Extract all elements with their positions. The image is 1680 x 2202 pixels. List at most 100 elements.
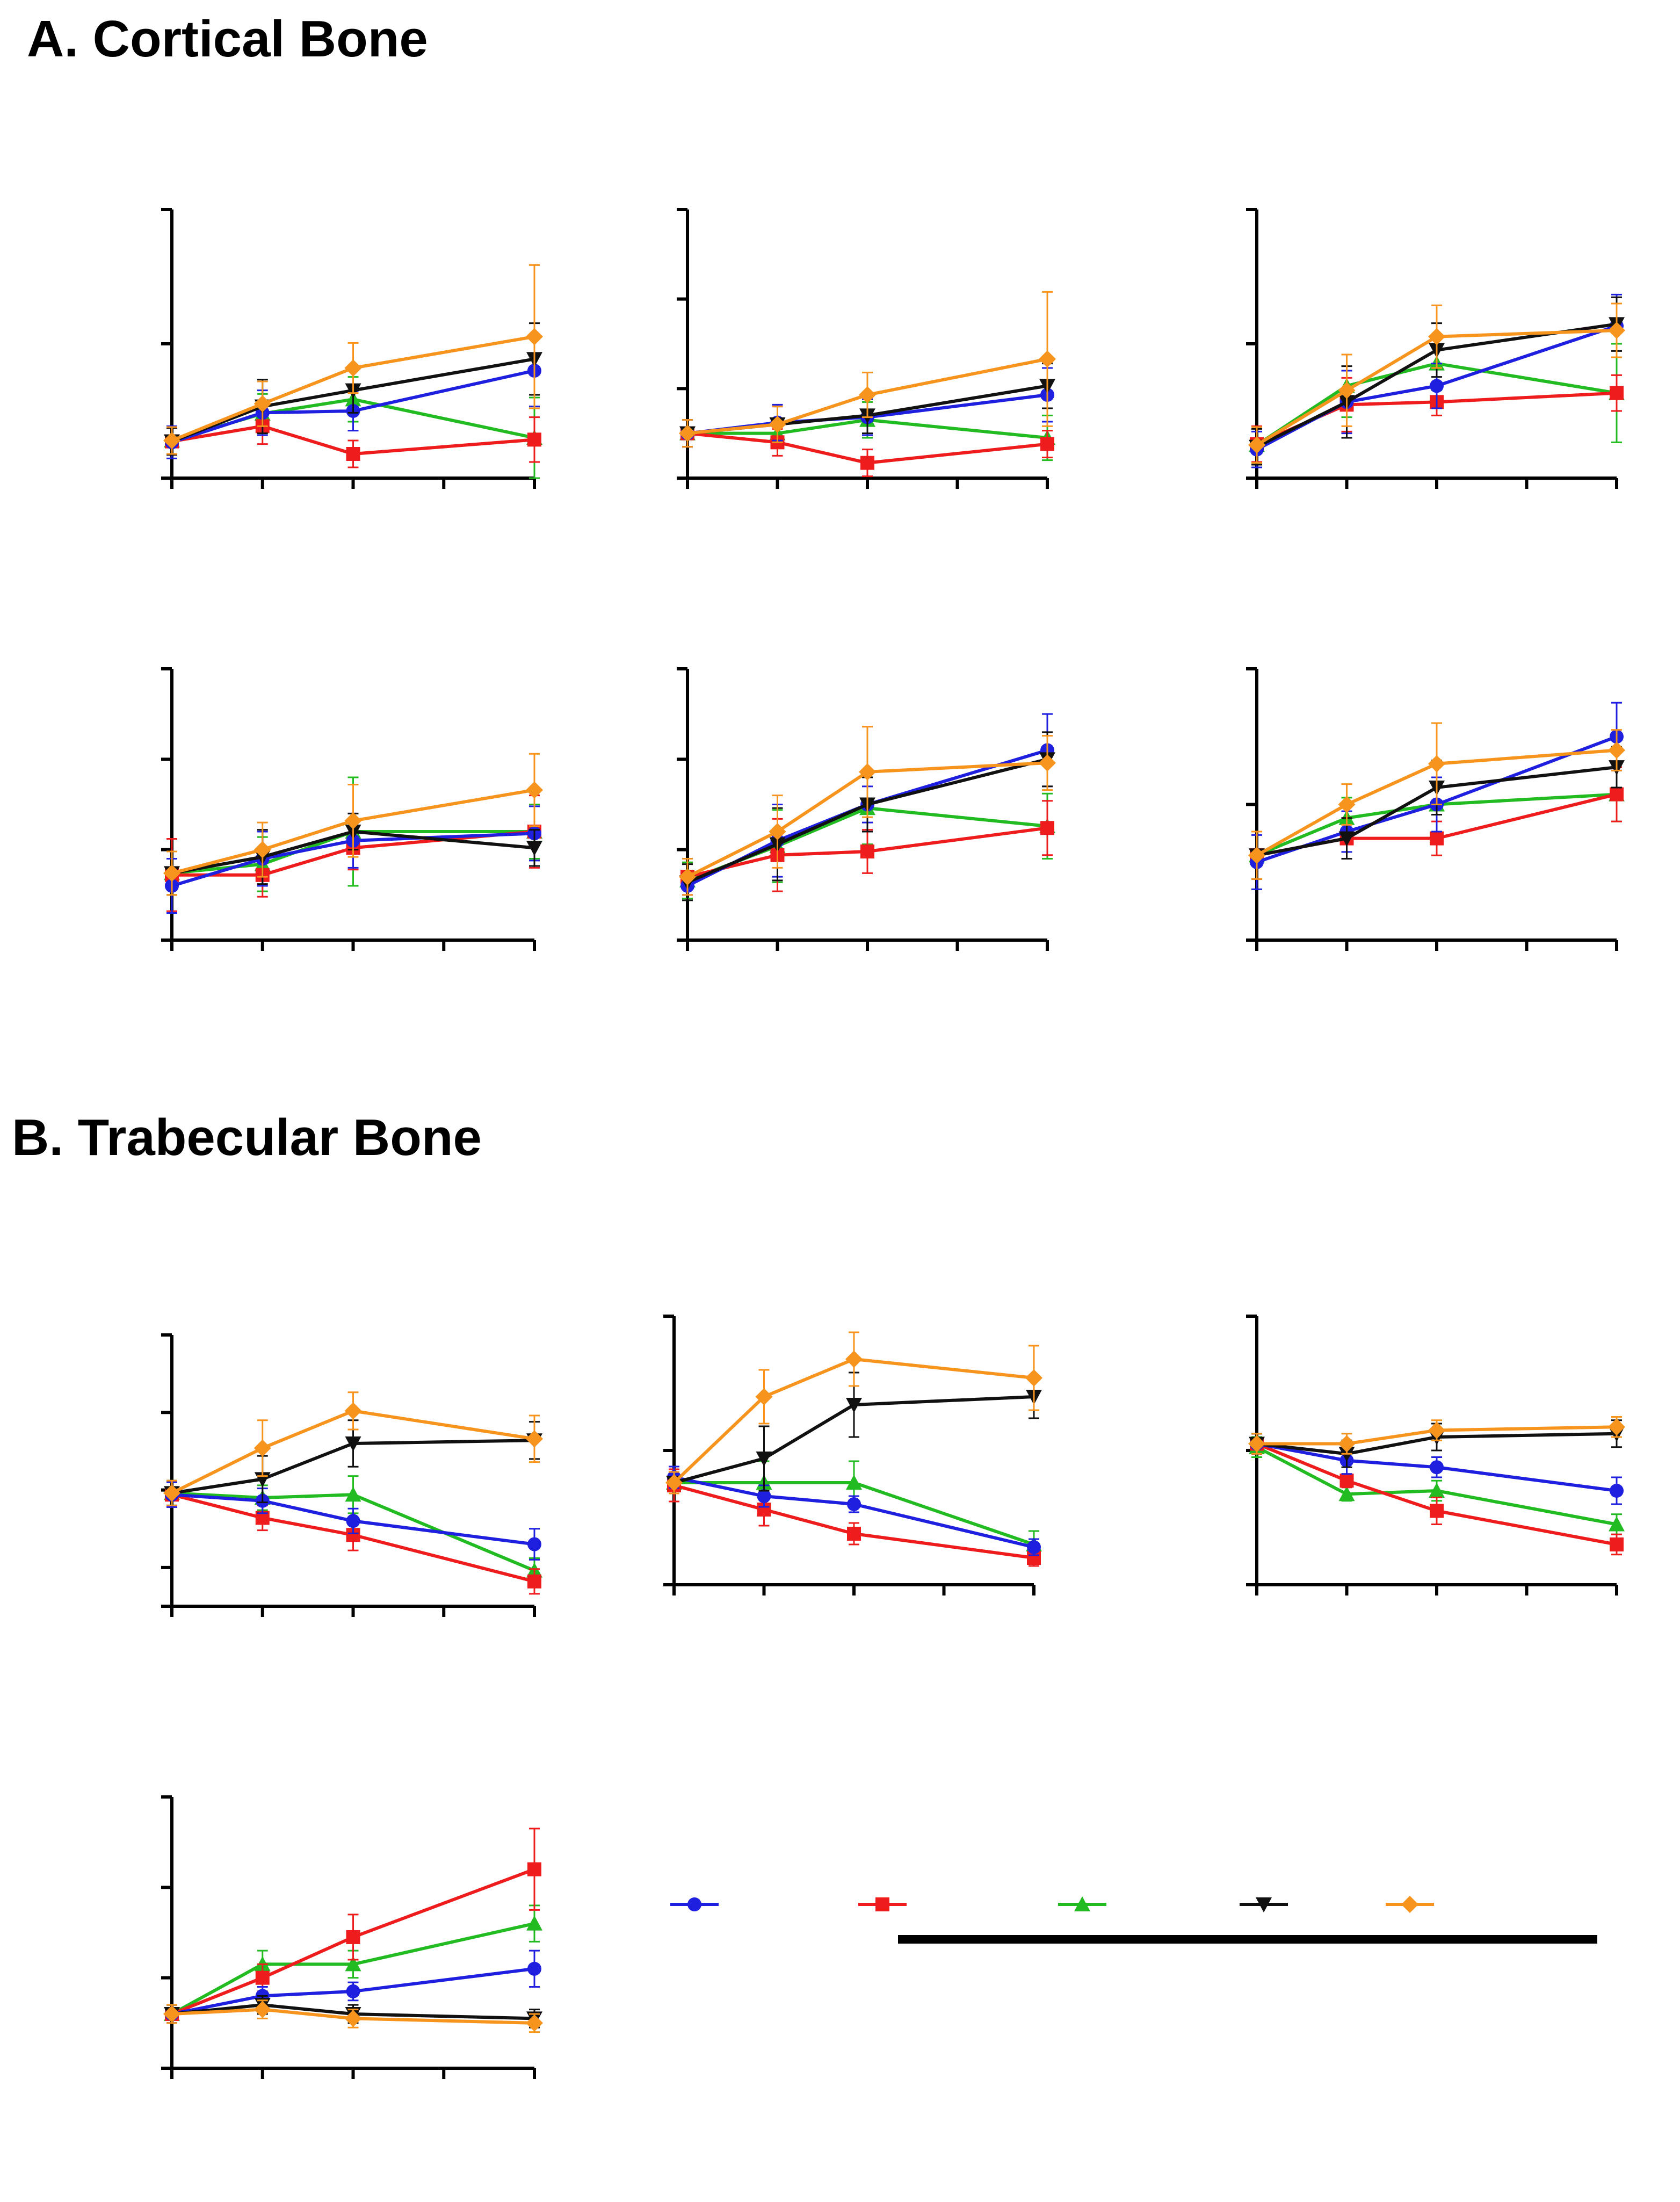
data-point [1338,381,1356,399]
series-as [1249,1436,1625,1535]
data-point [846,1475,862,1490]
data-point [859,386,876,403]
data-point [254,841,271,858]
data-point [665,1474,683,1491]
data-point [527,1537,541,1551]
series-line [674,1481,1034,1546]
series-as-al [163,1391,543,1506]
series-as-al [163,1999,543,2033]
series-line [674,1395,1034,1484]
legend-item-al [1240,1897,1288,1912]
chart-moi-areal [161,667,543,951]
series-as-al [163,264,543,455]
series-as-al [1248,302,1625,464]
chart-full-bv-tv [677,208,1056,489]
series-line [171,2003,535,2020]
data-point [254,395,271,413]
data-point [756,1452,772,1467]
data-point [679,868,696,886]
data-point [346,1514,360,1528]
data-point [254,1439,271,1457]
series-line [686,757,1048,884]
data-point [1428,328,1445,345]
series-line [687,357,1048,435]
data-point [860,844,874,859]
data-point [163,1484,180,1502]
legend [670,1896,1597,1944]
legend-marker [1256,1897,1272,1912]
data-point [769,416,786,433]
series-line [171,830,534,875]
data-point [346,1984,360,1998]
series-as-al [665,1331,1042,1495]
series-line [1256,1442,1617,1546]
data-point [1248,1435,1265,1453]
series-line [674,1484,1034,1560]
data-point [845,1351,863,1368]
series-line [1256,329,1617,446]
data-point [1027,1540,1041,1554]
series-line [687,826,1048,879]
data-point [1338,796,1356,813]
data-point [346,1930,360,1944]
series-line [171,1439,535,1495]
series-line [171,1867,535,2016]
data-point [1608,322,1625,339]
chart-ct-th [1246,667,1625,951]
series-line [171,830,535,875]
chart-tb-vbmd [161,1333,543,1617]
series-line [674,1476,1034,1549]
series-as-al [1248,722,1625,880]
data-point [255,1970,270,1985]
series-line [1256,1442,1617,1492]
data-point [755,1388,773,1405]
chart-tb-sp [161,1795,543,2079]
data-point [346,447,360,461]
series-line [672,1358,1034,1484]
series-line [171,1409,535,1495]
data-point [1338,1435,1356,1453]
series-line [686,761,1048,878]
section-title-trabecular: B. Trabecular Bone [12,1109,482,1166]
legend-marker [875,1897,889,1911]
series-line [171,1922,535,2016]
data-point [847,1497,861,1511]
data-point [527,1574,541,1589]
series-line [171,335,535,442]
data-point [345,1956,361,1972]
data-point [1430,379,1444,393]
data-point [1428,1421,1445,1439]
data-point [526,1915,542,1931]
data-point [1608,741,1625,759]
data-point [527,1961,541,1976]
series-line [687,418,1048,439]
series-as-al [679,726,1056,896]
data-point [679,424,696,442]
data-point [757,1489,771,1503]
series-line [171,369,535,444]
data-point [1040,821,1054,835]
chart-full-vbmd [161,208,543,489]
series-line [171,357,535,443]
data-point [1039,350,1056,368]
data-point [163,864,180,882]
data-point [344,2010,362,2027]
data-point [1430,1460,1444,1475]
data-point [859,763,876,781]
data-point [1610,1484,1624,1498]
data-point [1610,1537,1624,1551]
series-line [1256,766,1617,857]
data-point [769,823,786,840]
data-point [526,2014,543,2032]
data-point [344,1402,362,1420]
legend-marker [687,1897,701,1911]
chart-tb-n [1246,1315,1625,1595]
series-line [171,424,535,456]
data-point [846,1398,862,1413]
data-point [344,812,362,829]
data-point [345,1486,361,1502]
data-point [344,359,362,377]
data-point [526,1430,543,1448]
data-point [1430,831,1444,846]
